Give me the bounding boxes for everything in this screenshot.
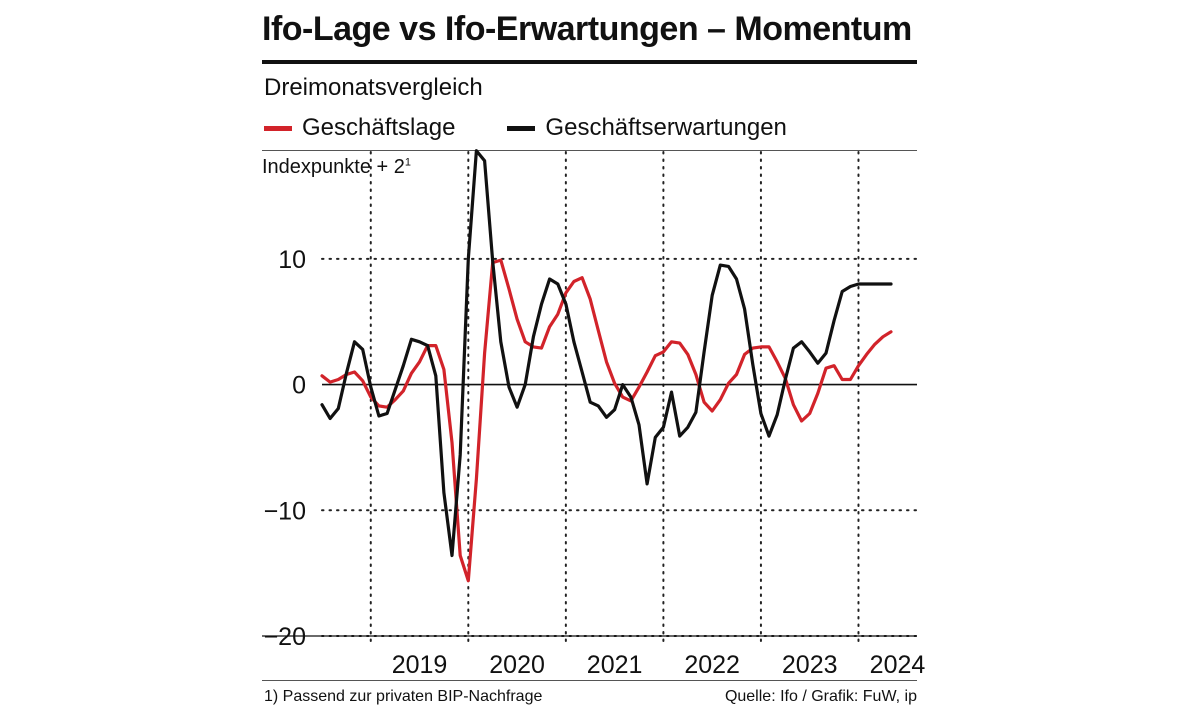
x-tick-label-2021: 2021 <box>587 651 643 679</box>
x-tick-label-2020: 2020 <box>489 651 545 679</box>
legend-swatch-red <box>264 125 292 131</box>
legend-item-geschaeftserwartungen: Geschäftserwartungen <box>507 114 787 142</box>
series-line-geschaeftslage <box>320 258 893 583</box>
legend: Geschäftslage Geschäftserwartungen <box>264 112 839 144</box>
y-axis-unit-text: Indexpunkte + 2 <box>262 156 405 178</box>
x-tick-label-2023: 2023 <box>782 651 838 679</box>
y-tick-label: 10 <box>278 246 306 274</box>
chart-subtitle: Dreimonatsvergleich <box>264 74 483 101</box>
chart-title: Ifo-Lage vs Ifo-Erwartungen – Momentum <box>262 10 912 48</box>
legend-item-geschaeftslage: Geschäftslage <box>264 114 455 142</box>
y-tick-label: −20 <box>264 623 306 651</box>
legend-label-geschaeftslage: Geschäftslage <box>302 114 456 141</box>
legend-swatch-black <box>507 125 536 131</box>
x-tick-label-2022: 2022 <box>684 651 740 679</box>
y-axis-unit-label: Indexpunkte + 21 <box>262 156 411 179</box>
source-note: Quelle: Ifo / Grafik: FuW, ip <box>724 688 917 705</box>
legend-label-geschaeftserwartungen: Geschäftserwartungen <box>545 114 787 141</box>
y-tick-label: 0 <box>292 372 306 400</box>
footer-rule <box>262 680 917 681</box>
plot-top-rule <box>262 150 917 151</box>
footnote: 1) Passend zur privaten BIP-Nachfrage <box>264 688 543 705</box>
y-tick-label: −10 <box>264 497 306 525</box>
x-tick-label-2024: 2024 <box>870 651 926 679</box>
x-tick-label-2019: 2019 <box>392 651 448 679</box>
series-line-geschaeftserwartungen <box>320 149 893 558</box>
footnote-mark: 1 <box>404 156 412 169</box>
title-rule <box>262 60 917 64</box>
